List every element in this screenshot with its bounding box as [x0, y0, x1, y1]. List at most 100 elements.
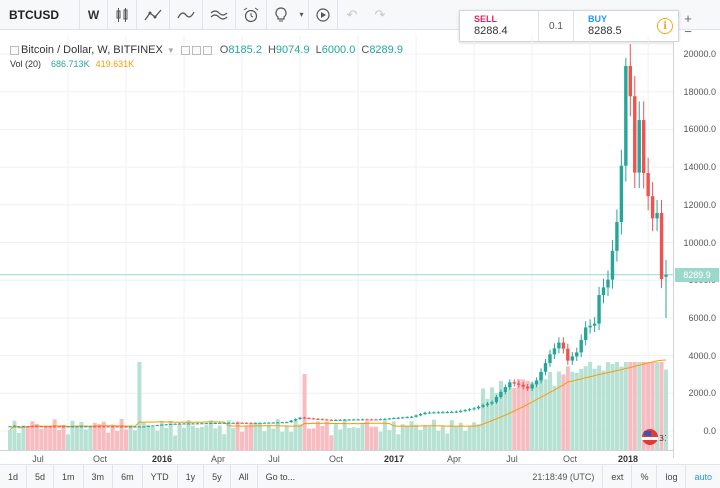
volume-bar — [213, 428, 218, 450]
price-chart[interactable] — [0, 36, 673, 450]
candle-body — [646, 173, 650, 197]
volume-bar — [396, 434, 401, 450]
volume-bar — [463, 430, 468, 450]
volume-bar — [588, 362, 593, 450]
log-toggle[interactable]: log — [657, 464, 687, 488]
volume-bar — [204, 425, 209, 450]
candle-body — [557, 342, 561, 349]
compare-icon[interactable] — [170, 0, 203, 30]
time-tick-label: 2016 — [151, 454, 173, 464]
candle-body — [302, 417, 307, 419]
zoom-in-button[interactable]: + — [684, 11, 692, 26]
sell-button[interactable]: SELL 8288.4 — [460, 11, 538, 41]
candle-body — [66, 426, 70, 428]
candle-body — [525, 386, 530, 389]
range-1y[interactable]: 1y — [178, 464, 205, 488]
volume-ma-value: 419.631K — [95, 59, 135, 69]
volume-bar — [119, 419, 124, 450]
replay-icon[interactable] — [309, 0, 338, 30]
candle-body — [485, 403, 490, 406]
volume-bar — [275, 419, 280, 450]
candle-body — [570, 356, 574, 361]
candle-body — [240, 422, 244, 424]
volume-bar — [418, 430, 423, 450]
volume-bar — [663, 369, 669, 450]
time-axis[interactable]: Jul Oct 2016 Apr Jul Oct 2017 Apr Jul Oct 2018 — [0, 450, 673, 464]
indicators-icon[interactable] — [137, 0, 170, 30]
ideas-icon[interactable] — [267, 0, 295, 30]
candle-body — [512, 382, 516, 384]
auto-toggle[interactable]: auto — [694, 471, 712, 482]
time-tick-label: Jul — [32, 454, 44, 464]
volume-bar — [83, 429, 88, 450]
volume-bar — [141, 422, 146, 450]
volume-bar — [150, 426, 155, 450]
volume-bar — [347, 428, 352, 450]
ext-toggle[interactable]: ext — [602, 464, 633, 488]
buy-price: 8288.5 — [588, 25, 622, 37]
volume-bar — [208, 420, 213, 450]
volume-bar — [253, 422, 258, 450]
goto-button[interactable]: Go to... — [265, 471, 296, 482]
volume-bar — [92, 422, 97, 450]
volume-bar — [48, 427, 53, 450]
undo-icon[interactable]: ↶ — [346, 6, 358, 22]
collapse-icon[interactable] — [10, 45, 19, 55]
candle-body — [267, 422, 271, 424]
alert-icon[interactable] — [236, 0, 267, 30]
buy-button[interactable]: BUY 8288.5 — [574, 11, 652, 41]
interval-button[interactable]: W — [80, 0, 108, 30]
volume-bar — [186, 420, 191, 450]
volume-bar — [88, 427, 93, 450]
candle-body — [280, 422, 284, 424]
settings-icon[interactable] — [191, 45, 201, 55]
candle-body — [182, 423, 186, 425]
range-5d[interactable]: 5d — [27, 464, 55, 488]
candle-body — [655, 212, 659, 219]
volume-bar — [659, 362, 664, 450]
range-1m[interactable]: 1m — [54, 464, 84, 488]
candle-body — [191, 423, 195, 425]
candle-body — [35, 426, 39, 428]
symbol-search[interactable]: BTCUSD — [0, 0, 80, 30]
candle-body — [508, 382, 512, 388]
candle-body — [222, 422, 226, 424]
volume-bar — [467, 426, 472, 450]
candle-body — [405, 417, 409, 419]
zoom-out-button[interactable]: − — [684, 24, 692, 39]
range-5y[interactable]: 5y — [204, 464, 231, 488]
volume-ma-line — [9, 359, 667, 431]
volume-bar — [445, 433, 450, 450]
candles-icon[interactable] — [108, 0, 137, 30]
templates-icon[interactable] — [203, 0, 236, 30]
range-ytd[interactable]: YTD — [143, 464, 178, 488]
candle-body — [409, 416, 414, 418]
volume-bar — [34, 423, 39, 450]
close-icon[interactable] — [202, 45, 212, 55]
candle-body — [209, 423, 213, 425]
chevron-down-icon[interactable]: ▼ — [166, 45, 175, 55]
candle-body — [316, 418, 320, 420]
volume-bar — [124, 429, 129, 450]
candle-body — [610, 250, 615, 280]
redo-icon[interactable]: ↷ — [374, 6, 386, 22]
volume-bar — [574, 372, 579, 450]
candle-body — [289, 420, 293, 423]
flag-icon[interactable]: 31 — [640, 427, 666, 447]
volume-bar — [289, 431, 294, 450]
info-button[interactable]: i — [652, 11, 678, 41]
eye-icon[interactable] — [180, 45, 190, 55]
candle-body — [427, 412, 432, 414]
candle-body — [615, 221, 619, 251]
candle-body — [226, 422, 231, 424]
range-6m[interactable]: 6m — [113, 464, 143, 488]
chevron-down-icon[interactable]: ▾ — [295, 0, 309, 30]
range-all[interactable]: All — [231, 464, 258, 488]
range-3m[interactable]: 3m — [84, 464, 114, 488]
volume-bar — [525, 380, 530, 450]
range-1d[interactable]: 1d — [0, 464, 28, 488]
percent-toggle[interactable]: % — [632, 464, 658, 488]
volume-bar — [440, 426, 445, 450]
price-axis[interactable]: 20000.0 18000.0 16000.0 14000.0 12000.0 10000… — [673, 42, 720, 458]
quantity-field[interactable]: 0.1 — [538, 11, 574, 41]
